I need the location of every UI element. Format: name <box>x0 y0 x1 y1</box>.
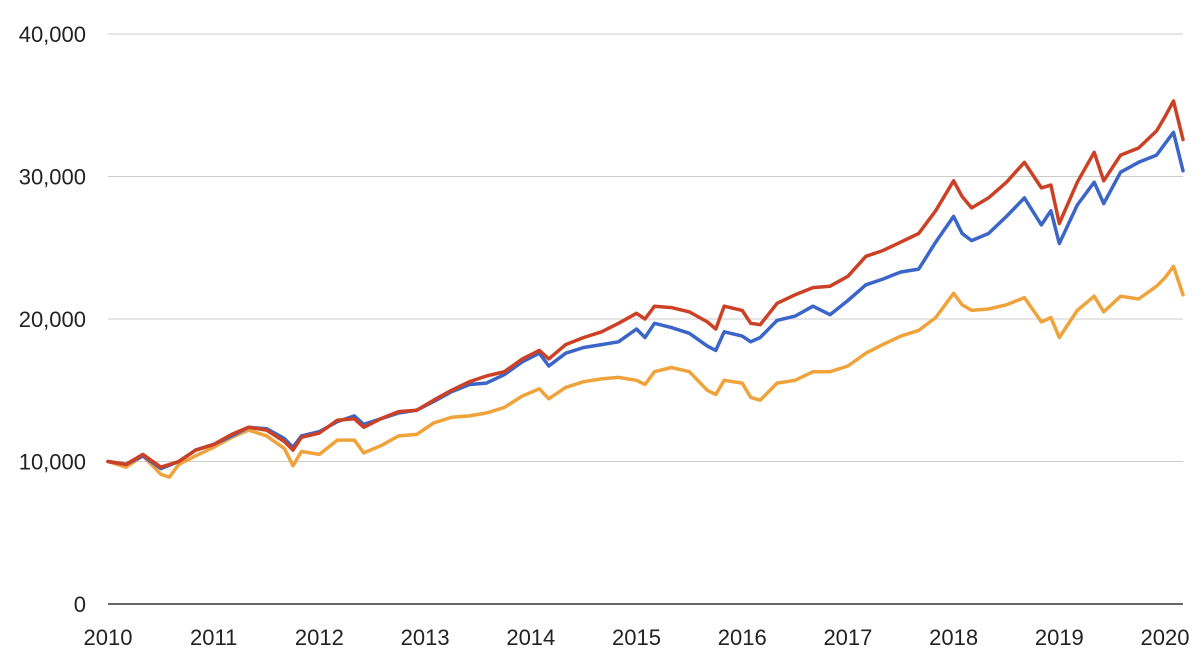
series-lines <box>106 99 1185 479</box>
x-tick-label: 2012 <box>295 625 344 650</box>
x-tick-label: 2014 <box>506 625 555 650</box>
y-tick-label: 40,000 <box>19 22 86 47</box>
y-tick-label: 10,000 <box>19 450 86 475</box>
series-line-3 <box>106 264 1185 479</box>
x-tick-label: 2013 <box>401 625 450 650</box>
x-tick-label: 2010 <box>84 625 133 650</box>
series-line-1 <box>106 99 1185 469</box>
y-tick-label: 20,000 <box>19 307 86 332</box>
y-tick-label: 0 <box>74 592 86 617</box>
x-tick-label: 2017 <box>823 625 872 650</box>
y-axis-tick-labels: 0 10,000 20,000 30,000 40,000 <box>19 22 86 617</box>
x-tick-label: 2019 <box>1035 625 1084 650</box>
x-tick-label: 2018 <box>929 625 978 650</box>
x-tick-label: 2011 <box>190 625 237 650</box>
gridlines <box>108 33 1183 462</box>
x-tick-label: 2016 <box>718 625 767 650</box>
x-tick-label: 2015 <box>612 625 661 650</box>
y-tick-label: 30,000 <box>19 165 86 190</box>
x-tick-label: 2020 <box>1141 625 1190 650</box>
x-axis-tick-labels: 2010 2011 2012 2013 2014 2015 2016 2017 2018 2019… <box>84 625 1190 650</box>
